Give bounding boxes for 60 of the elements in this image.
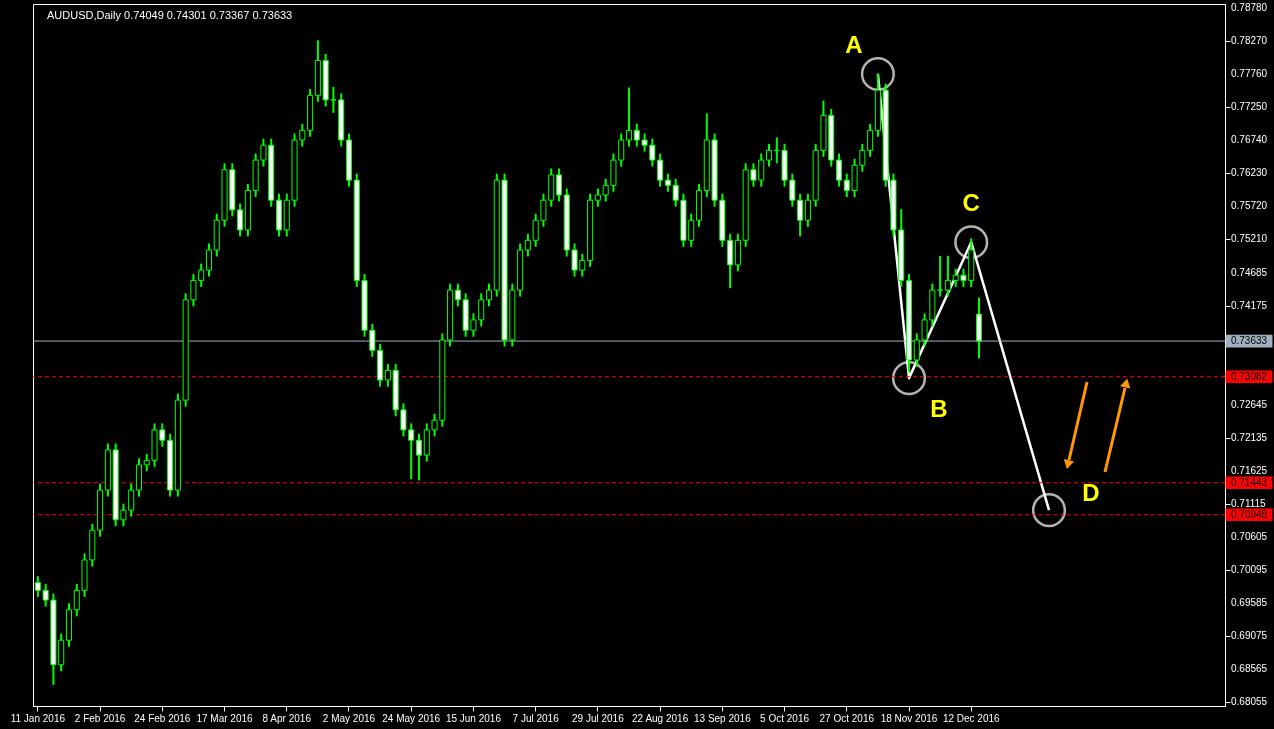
point	[954, 225, 989, 260]
candlestick	[944, 254, 951, 298]
x-tick-label: 24 Feb 2016	[134, 712, 191, 724]
x-tick-label: 2 Feb 2016	[74, 712, 126, 724]
y-tick-label: 0.70095	[1231, 563, 1268, 575]
x-tick-label: 7 Jul 2016	[512, 712, 560, 724]
y-tick-label: 0.72135	[1231, 431, 1268, 443]
x-tick-label: 27 Oct 2016	[819, 712, 875, 724]
y-tick-label: 0.68055	[1231, 695, 1268, 707]
candlestick	[205, 242, 213, 278]
y-tick-label: 0.71115	[1231, 497, 1267, 509]
candlestick	[937, 254, 944, 298]
y-tick-label: 0.72645	[1231, 398, 1268, 410]
point	[1031, 493, 1067, 528]
y-tick-label: 0.68565	[1231, 662, 1268, 674]
y-tick-label: 0.74685	[1231, 266, 1268, 278]
y-tick-label: 0.76230	[1231, 167, 1268, 179]
x-tick-label: 13 Sep 2016	[693, 712, 752, 724]
candlestick	[555, 167, 563, 203]
x-tick-label: 29 Jul 2016	[572, 712, 625, 724]
y-tick-label: 0.70605	[1231, 530, 1268, 542]
candlestick	[415, 432, 423, 482]
ref-line-label: 0.70948	[1230, 508, 1268, 520]
candlestick	[835, 152, 843, 188]
candlestick	[237, 202, 244, 238]
x-tick-label: 22 Aug 2016	[632, 712, 689, 724]
x-tick-label: 12 Dec 2016	[942, 712, 1001, 724]
data-label: C	[962, 189, 980, 217]
candlestick	[485, 282, 493, 308]
x-tick-label: 8 Apr 2016	[262, 712, 312, 724]
y-tick-label: 0.71625	[1231, 464, 1268, 476]
y-tick-label: 0.74175	[1231, 299, 1268, 311]
y-tick-label: 0.76740	[1231, 134, 1268, 146]
ref-line-label: 0.71443	[1230, 476, 1268, 488]
data-label: D	[1082, 479, 1100, 507]
y-tick-label: 0.78270	[1231, 35, 1268, 47]
x-tick-label: 17 Mar 2016	[196, 712, 254, 724]
y-tick-label: 0.75720	[1231, 200, 1268, 212]
x-tick-label: 24 May 2016	[382, 712, 441, 724]
candlestick	[765, 142, 773, 168]
x-tick-label: 2 May 2016	[322, 712, 376, 724]
x-tick-label: 15 Jun 2016	[445, 712, 502, 724]
data-label: A	[845, 31, 863, 59]
chart-title: AUDUSD,Daily 0.74049 0.74301 0.73367 0.73633	[47, 9, 293, 21]
y-tick-label: 0.77250	[1231, 101, 1268, 113]
candlestick	[625, 86, 633, 148]
y-tick-label: 0.69585	[1231, 596, 1268, 608]
x-tick-label: 18 Nov 2016	[880, 712, 938, 724]
x-tick-label: 11 Jan 2016	[10, 712, 66, 724]
y-tick-label: 0.69075	[1231, 629, 1268, 641]
y-tick-label: 0.75210	[1231, 233, 1268, 245]
y-tick-label: 0.78780	[1231, 2, 1268, 14]
ref-line-label: 0.73633	[1230, 335, 1268, 347]
y-tick-label: 0.77760	[1231, 68, 1268, 80]
point	[891, 361, 927, 396]
ref-line-label: 0.73082	[1230, 370, 1268, 382]
candlestick	[330, 85, 337, 114]
data-label: B	[930, 395, 948, 423]
point	[860, 56, 895, 92]
x-tick-label: 5 Oct 2016	[760, 712, 810, 724]
